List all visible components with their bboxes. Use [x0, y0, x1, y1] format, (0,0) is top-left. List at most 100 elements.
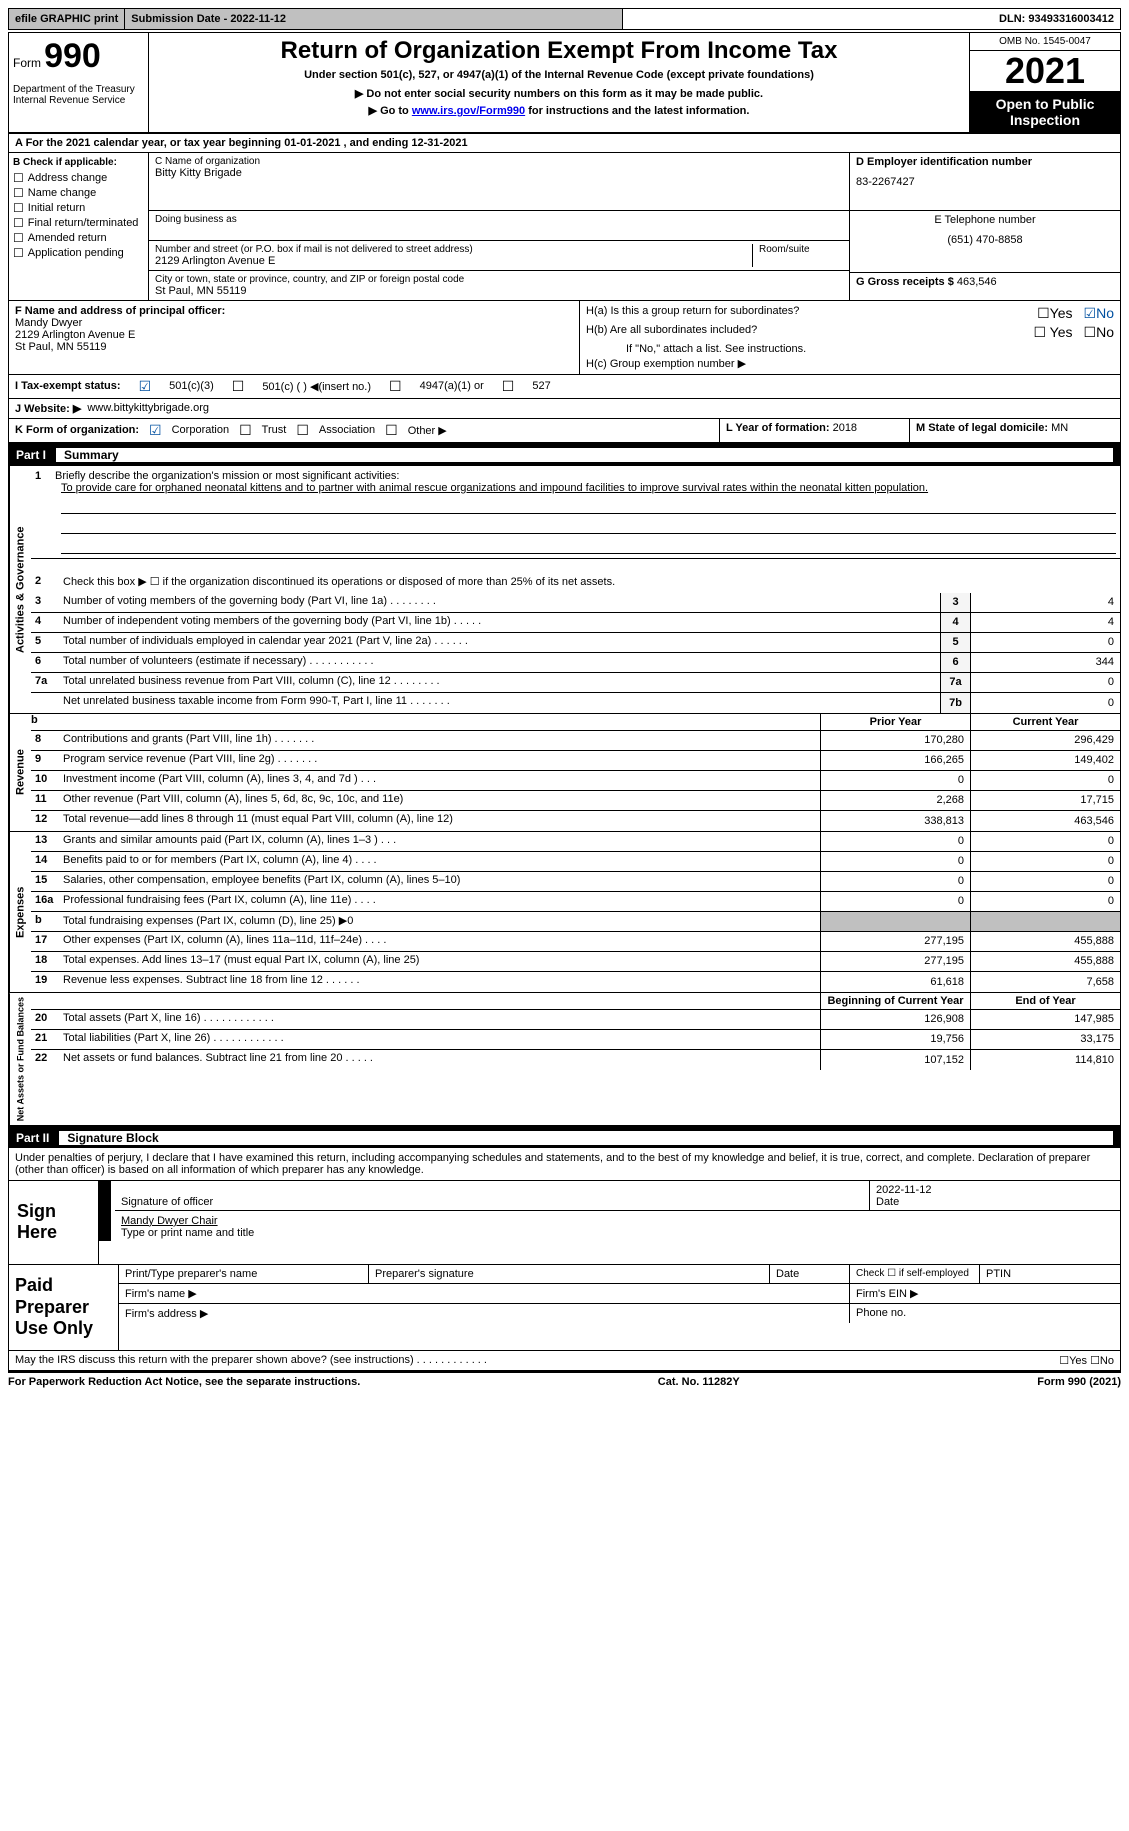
k-opt2: Trust: [262, 424, 287, 436]
form-number: 990: [44, 37, 101, 75]
f-name: Mandy Dwyer: [15, 317, 573, 329]
revenue-content: b Prior Year Current Year 8 Contribution…: [31, 714, 1120, 831]
irs-link[interactable]: www.irs.gov/Form990: [412, 105, 525, 117]
revenue-line-12: 12 Total revenue—add lines 8 through 11 …: [31, 811, 1120, 831]
ein-value: 83-2267427: [856, 168, 1114, 188]
discuss-row: May the IRS discuss this return with the…: [8, 1351, 1121, 1371]
prior-year-header: Prior Year: [820, 714, 970, 730]
line-desc: Total number of volunteers (estimate if …: [59, 653, 940, 672]
line-num: 18: [31, 952, 59, 971]
chk-application-pending[interactable]: Application pending: [13, 246, 144, 260]
line-desc: Other expenses (Part IX, column (A), lin…: [59, 932, 820, 951]
line-prior: 0: [820, 832, 970, 851]
line-curr: 17,715: [970, 791, 1120, 810]
k-opt1: Corporation: [172, 424, 229, 436]
chk-name-change[interactable]: Name change: [13, 186, 144, 200]
col-m: M State of legal domicile: MN: [910, 419, 1120, 442]
revenue-section: Revenue b Prior Year Current Year 8 Cont…: [8, 714, 1121, 832]
ha-no[interactable]: ☑No: [1084, 305, 1114, 321]
line-desc: Total liabilities (Part X, line 26) . . …: [59, 1030, 820, 1049]
revenue-header-row: b Prior Year Current Year: [31, 714, 1120, 731]
line-desc: Program service revenue (Part VIII, line…: [59, 751, 820, 770]
submission-date: Submission Date - 2022-11-12: [125, 9, 623, 29]
page-footer: For Paperwork Reduction Act Notice, see …: [8, 1371, 1121, 1391]
revenue-side-label: Revenue: [9, 714, 31, 831]
l-value: 2018: [833, 422, 857, 434]
sig-date-label: Date: [876, 1196, 1114, 1208]
netassets-side-label: Net Assets or Fund Balances: [9, 993, 31, 1125]
line-desc: Total assets (Part X, line 16) . . . . .…: [59, 1010, 820, 1029]
omb-number: OMB No. 1545-0047: [970, 33, 1120, 51]
line-prior: 166,265: [820, 751, 970, 770]
expense-line-18: 18 Total expenses. Add lines 13–17 (must…: [31, 952, 1120, 972]
hb-no[interactable]: ☐No: [1084, 324, 1114, 340]
hb-note: If "No," attach a list. See instructions…: [586, 343, 1114, 355]
line-desc: Contributions and grants (Part VIII, lin…: [59, 731, 820, 750]
line-desc: Total number of individuals employed in …: [59, 633, 940, 652]
discuss-yesno[interactable]: ☐Yes ☐No: [1059, 1354, 1114, 1367]
chk-amended-return[interactable]: Amended return: [13, 231, 144, 245]
part-i-header: Part I Summary: [8, 443, 1121, 465]
expenses-side-label: Expenses: [9, 832, 31, 992]
line-curr: 147,985: [970, 1010, 1120, 1029]
line-desc: Grants and similar amounts paid (Part IX…: [59, 832, 820, 851]
box-d: D Employer identification number 83-2267…: [850, 153, 1120, 300]
line-num: 10: [31, 771, 59, 790]
sig-officer-label: Signature of officer: [121, 1196, 863, 1208]
line-desc: Salaries, other compensation, employee b…: [59, 872, 820, 891]
sign-mid: Signature of officer 2022-11-12 Date Man…: [99, 1181, 1120, 1264]
revenue-line-11: 11 Other revenue (Part VIII, column (A),…: [31, 791, 1120, 811]
m-value: MN: [1051, 422, 1068, 434]
line-num: 21: [31, 1030, 59, 1049]
activities-section: Activities & Governance 1 Briefly descri…: [8, 465, 1121, 714]
line-num: 5: [31, 633, 59, 652]
chk-address-change[interactable]: Address change: [13, 171, 144, 185]
form-title: Return of Organization Exempt From Incom…: [159, 37, 959, 65]
expense-line-16a: 16a Professional fundraising fees (Part …: [31, 892, 1120, 912]
prep-date-header: Date: [770, 1265, 850, 1283]
header-line1: ▶ Do not enter social security numbers o…: [159, 87, 959, 100]
box-h: H(a) Is this a group return for subordin…: [580, 301, 1120, 374]
row-i: I Tax-exempt status: ☑501(c)(3) ☐501(c) …: [8, 375, 1121, 399]
line-prior: 0: [820, 852, 970, 871]
f-street: 2129 Arlington Avenue E: [15, 329, 573, 341]
line-box: 7a: [940, 673, 970, 692]
ha-yes[interactable]: ☐Yes: [1037, 305, 1072, 321]
hb-yes[interactable]: ☐ Yes: [1033, 324, 1072, 340]
row-a-period: A For the 2021 calendar year, or tax yea…: [8, 134, 1121, 153]
hb-label: H(b) Are all subordinates included?: [586, 324, 757, 341]
line-desc: Net assets or fund balances. Subtract li…: [59, 1050, 820, 1070]
line-prior: 338,813: [820, 811, 970, 831]
begin-year-header: Beginning of Current Year: [820, 993, 970, 1009]
i-opt4: 527: [532, 380, 550, 392]
netassets-section: Net Assets or Fund Balances Beginning of…: [8, 993, 1121, 1126]
revenue-line-9: 9 Program service revenue (Part VIII, li…: [31, 751, 1120, 771]
line-prior: 0: [820, 872, 970, 891]
line-curr: 0: [970, 771, 1120, 790]
box-b-label: B Check if applicable:: [13, 157, 144, 168]
chk-initial-return[interactable]: Initial return: [13, 201, 144, 215]
street-label: Number and street (or P.O. box if mail i…: [155, 244, 748, 255]
chk-final-return[interactable]: Final return/terminated: [13, 216, 144, 230]
gross-label: G Gross receipts $: [856, 276, 954, 288]
prep-name-header: Print/Type preparer's name: [119, 1265, 369, 1283]
k-opt4: Other ▶: [408, 424, 447, 437]
i-opt2: 501(c) ( ) ◀(insert no.): [262, 380, 371, 393]
netassets-line-22: 22 Net assets or fund balances. Subtract…: [31, 1050, 1120, 1070]
sign-here-section: Sign Here Signature of officer 2022-11-1…: [8, 1181, 1121, 1265]
phone-label: E Telephone number: [856, 214, 1114, 226]
line-val: 0: [970, 673, 1120, 692]
expenses-content: 13 Grants and similar amounts paid (Part…: [31, 832, 1120, 992]
paid-preparer-table: Print/Type preparer's name Preparer's si…: [119, 1265, 1120, 1350]
prep-ptin-header: PTIN: [980, 1265, 1120, 1283]
l-label: L Year of formation:: [726, 422, 830, 434]
revenue-line-10: 10 Investment income (Part VIII, column …: [31, 771, 1120, 791]
gross-value: 463,546: [957, 276, 997, 288]
mission-num: 1: [35, 470, 55, 482]
line-val: 0: [970, 693, 1120, 713]
part-ii-title: Signature Block: [59, 1131, 1113, 1145]
ha-label: H(a) Is this a group return for subordin…: [586, 305, 799, 322]
line-desc: Investment income (Part VIII, column (A)…: [59, 771, 820, 790]
line-box: 3: [940, 593, 970, 612]
line-curr: [970, 912, 1120, 931]
